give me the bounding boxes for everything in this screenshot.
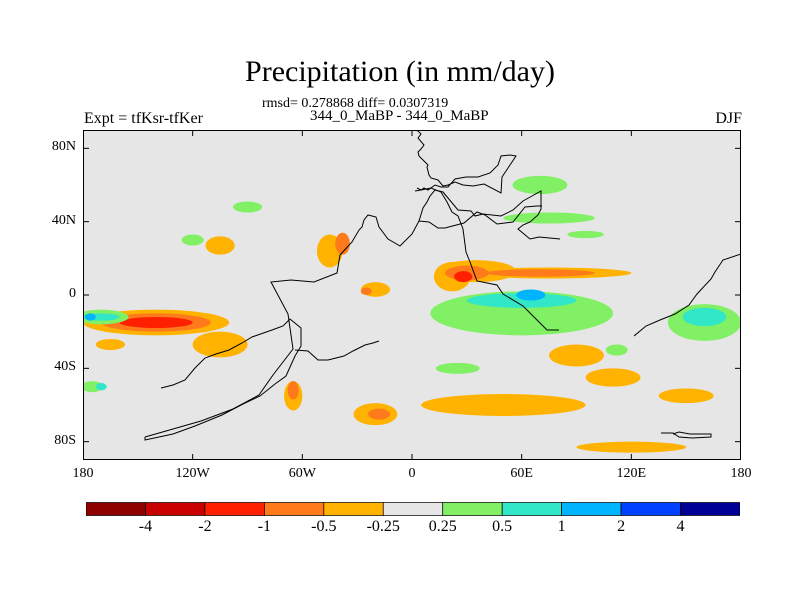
colorbar-label: -1 — [257, 518, 272, 535]
map-plot — [83, 130, 741, 460]
colorbar-label: -4 — [138, 518, 153, 535]
colorbar-swatch — [204, 502, 265, 516]
anomaly-region — [605, 344, 628, 356]
latitude-tick-label: 0 — [69, 286, 76, 301]
colorbar-label: 0.5 — [492, 518, 513, 535]
anomaly-region — [485, 269, 595, 277]
anomaly-region — [549, 344, 604, 367]
anomaly-region — [454, 271, 473, 283]
anomaly-region — [585, 368, 641, 387]
map-background — [83, 130, 741, 460]
coastline-south-2 — [294, 340, 380, 361]
anomaly-region — [181, 234, 204, 246]
longitude-tick-label: 120E — [616, 466, 647, 481]
subtitle: 344_0_MaBP - 344_0_MaBP — [310, 108, 489, 124]
colorbar-swatch — [382, 502, 444, 516]
colorbar-label: -0.5 — [311, 518, 337, 535]
colorbar-swatch — [620, 502, 681, 516]
anomaly-region — [360, 287, 372, 295]
longitude-tick-label: 120W — [175, 466, 210, 481]
anomaly-region — [516, 289, 546, 301]
anomaly-region — [232, 201, 263, 213]
season-label: DJF — [715, 110, 742, 127]
colorbar-label: 4 — [676, 518, 685, 535]
colorbar-label: 2 — [617, 518, 626, 535]
anomaly-region — [287, 381, 299, 400]
longitude-tick-label: 60E — [510, 466, 533, 481]
anomaly-region — [421, 394, 586, 416]
latitude-tick-label: 80S — [54, 432, 76, 448]
anomaly-region — [84, 313, 96, 321]
colorbar-swatch — [501, 502, 562, 516]
latitude-tick-label: 40N — [51, 212, 76, 228]
colorbar — [86, 502, 740, 516]
map-title: Precipitation (in mm/day) — [245, 55, 555, 88]
colorbar-swatch — [145, 502, 206, 516]
anomaly-region — [567, 230, 604, 239]
colorbar-label: -0.25 — [366, 518, 400, 535]
anomaly-region — [119, 317, 193, 328]
map-frame — [83, 130, 741, 460]
anomaly-region — [658, 388, 714, 404]
anomaly-region — [335, 232, 350, 255]
colorbar-swatch — [442, 502, 503, 516]
latitude-tick-label: 80N — [51, 139, 76, 155]
experiment-label: Expt = tfKsr-tfKer — [84, 110, 203, 127]
colorbar-swatch — [323, 502, 384, 516]
colorbar-swatch — [264, 502, 325, 516]
longitude-tick-label: 0 — [408, 466, 416, 481]
coastline-antarctic — [661, 431, 712, 439]
colorbar-label: 0.25 — [428, 518, 457, 535]
coastline-south-america — [144, 205, 542, 438]
anomaly-region — [95, 339, 126, 350]
longitude-tick-label: 180 — [730, 466, 752, 481]
colorbar-swatch — [680, 502, 740, 516]
stats-text: rmsd= 0.278868 diff= 0.0307319 — [262, 96, 449, 111]
colorbar-label: 1 — [557, 518, 566, 535]
colorbar-swatch — [561, 502, 622, 516]
longitude-tick-label: 60W — [288, 466, 316, 481]
anomaly-region — [368, 408, 391, 420]
coastline-north-europe — [415, 130, 517, 194]
anomaly-region — [205, 236, 235, 255]
coastline-eurasia — [418, 189, 561, 240]
anomaly-field-layer — [83, 175, 741, 453]
latitude-tick-label: 40S — [54, 359, 76, 375]
coastline-south-1 — [144, 318, 302, 441]
longitude-tick-label: 180 — [72, 466, 94, 481]
anomaly-region — [95, 383, 107, 391]
anomaly-region — [466, 293, 577, 308]
anomaly-region — [576, 441, 687, 453]
coastline-layer — [144, 130, 741, 441]
anomaly-region — [192, 331, 248, 358]
anomaly-region — [503, 212, 595, 224]
anomaly-region — [435, 362, 480, 374]
anomaly-region — [512, 175, 568, 195]
anomaly-region — [682, 307, 727, 327]
colorbar-label: -2 — [198, 518, 212, 535]
colorbar-swatch — [86, 502, 146, 516]
coastline-australia — [633, 253, 741, 337]
